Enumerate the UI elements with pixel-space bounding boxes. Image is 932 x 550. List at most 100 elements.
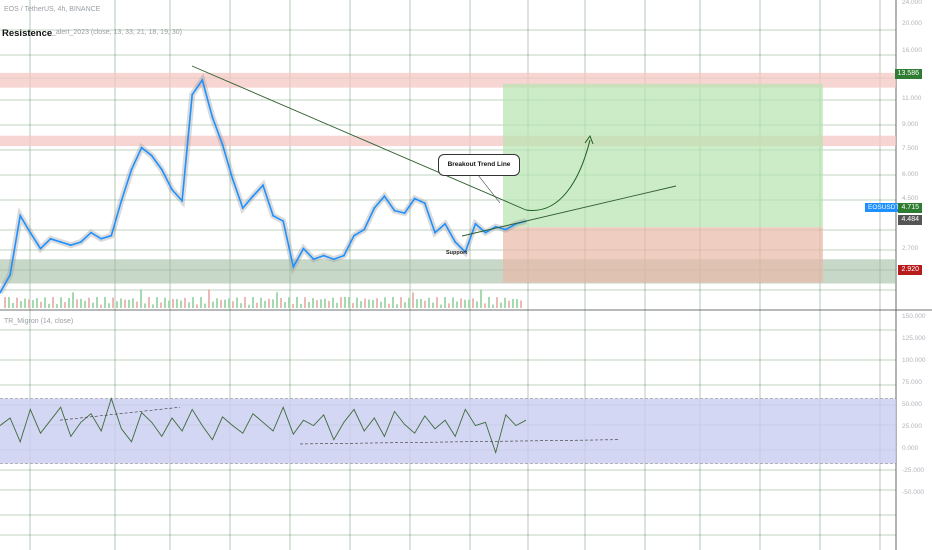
- volume-bar-69: [280, 298, 282, 308]
- price-point-17: [171, 188, 173, 191]
- volume-bar-103: [416, 299, 418, 308]
- volume-bar-116: [468, 299, 470, 308]
- volume-bar-20: [84, 300, 86, 308]
- volume-bar-37: [152, 304, 154, 308]
- volume-bar-100: [404, 302, 406, 308]
- price-point-26: [262, 184, 264, 187]
- descending-trend-line: [191, 65, 527, 211]
- price-point-11: [110, 234, 113, 237]
- volume-bar-34: [140, 289, 142, 308]
- stop-price-tag: 2.920: [898, 265, 922, 275]
- price-point-6: [59, 241, 62, 243]
- price-point-36: [363, 228, 366, 231]
- price-point-7: [69, 244, 72, 247]
- volume-bar-66: [268, 298, 270, 308]
- price-tick-6: 7.500: [902, 145, 919, 152]
- price-point-15: [150, 154, 153, 157]
- volume-bar-126: [508, 300, 510, 308]
- rsi-divergence-line-1: [59, 406, 181, 421]
- volume-bar-95: [384, 297, 386, 308]
- volume-bar-30: [124, 299, 126, 308]
- price-point-0: [0, 291, 1, 294]
- volume-bar-31: [128, 299, 130, 308]
- price-point-40: [403, 212, 406, 215]
- volume-bar-0: [4, 297, 6, 308]
- volume-bar-29: [120, 298, 122, 308]
- price-point-28: [282, 220, 285, 223]
- symbol-line: EOS / TetherUS, 4h, BINANCE: [4, 6, 101, 13]
- price-point-33: [332, 258, 335, 261]
- volume-bar-87: [352, 303, 354, 308]
- volume-bar-56: [228, 298, 230, 308]
- volume-bar-91: [368, 299, 370, 308]
- price-point-38: [383, 195, 386, 198]
- volume-bar-17: [72, 292, 74, 308]
- price-point-23: [231, 178, 234, 181]
- volume-bar-28: [116, 301, 118, 308]
- volume-bar-36: [148, 297, 150, 308]
- volume-bar-99: [400, 297, 402, 308]
- volume-bar-72: [292, 304, 294, 308]
- price-point-13: [130, 168, 133, 171]
- rsi-band: [0, 398, 896, 464]
- volume-bar-71: [288, 297, 290, 308]
- last-price-tag: 4.715: [898, 203, 922, 213]
- volume-bar-10: [44, 297, 46, 308]
- price-tick-0: 24.000: [902, 0, 922, 6]
- rsi-label: TR_Migron (14, close): [4, 318, 74, 325]
- volume-bar-68: [276, 292, 278, 308]
- projection-arrow: [525, 139, 591, 211]
- price-point-12: [120, 199, 123, 202]
- volume-bar-7: [32, 300, 34, 308]
- price-point-4: [39, 247, 42, 250]
- volume-bar-32: [132, 298, 134, 308]
- price-point-46: [464, 251, 467, 253]
- volume-bar-107: [432, 302, 434, 308]
- rsi-line: [0, 397, 527, 455]
- volume-bar-84: [340, 297, 342, 308]
- volume-bar-120: [484, 303, 486, 308]
- price-tick-2: 16.000: [902, 47, 922, 54]
- volume-bar-102: [412, 292, 414, 308]
- volume-bar-44: [180, 300, 182, 308]
- volume-bar-78: [316, 300, 318, 308]
- volume-bar-21: [88, 297, 90, 308]
- price-tick-1: 20.000: [902, 20, 922, 27]
- volume-bar-113: [456, 301, 458, 308]
- price-point-43: [434, 231, 436, 234]
- volume-bar-23: [96, 297, 98, 308]
- price-point-27: [272, 214, 275, 217]
- volume-bar-9: [40, 301, 42, 308]
- volume-bar-98: [396, 304, 398, 308]
- volume-bar-65: [264, 300, 266, 308]
- price-tick-5: 9.000: [902, 121, 919, 128]
- volume-bar-3: [16, 297, 18, 308]
- volume-bar-85: [344, 296, 346, 308]
- price-point-18: [181, 199, 183, 202]
- volume-bar-75: [304, 297, 306, 308]
- price-point-44: [444, 222, 446, 225]
- volume-bar-125: [504, 297, 506, 308]
- volume-bar-110: [444, 297, 446, 308]
- volume-bar-64: [260, 297, 262, 308]
- volume-bar-22: [92, 302, 94, 308]
- volume-bar-82: [332, 297, 334, 308]
- volume-bar-76: [308, 301, 310, 308]
- volume-bar-52: [212, 301, 214, 308]
- rsi-tick-8: -50.000: [902, 489, 924, 496]
- volume-bar-57: [232, 301, 234, 308]
- volume-bar-92: [372, 299, 374, 308]
- price-point-21: [211, 116, 214, 119]
- volume-bar-77: [312, 298, 314, 308]
- volume-bar-115: [464, 299, 466, 308]
- rsi-tick-7: -25.000: [902, 467, 924, 474]
- volume-bar-93: [376, 298, 378, 308]
- panel-title: Resistence: [2, 28, 53, 39]
- volume-bar-41: [168, 300, 170, 308]
- price-point-9: [90, 231, 92, 234]
- volume-bar-4: [20, 301, 22, 308]
- volume-bar-80: [324, 298, 326, 308]
- volume-bar-47: [192, 297, 194, 308]
- price-point-49: [494, 225, 497, 228]
